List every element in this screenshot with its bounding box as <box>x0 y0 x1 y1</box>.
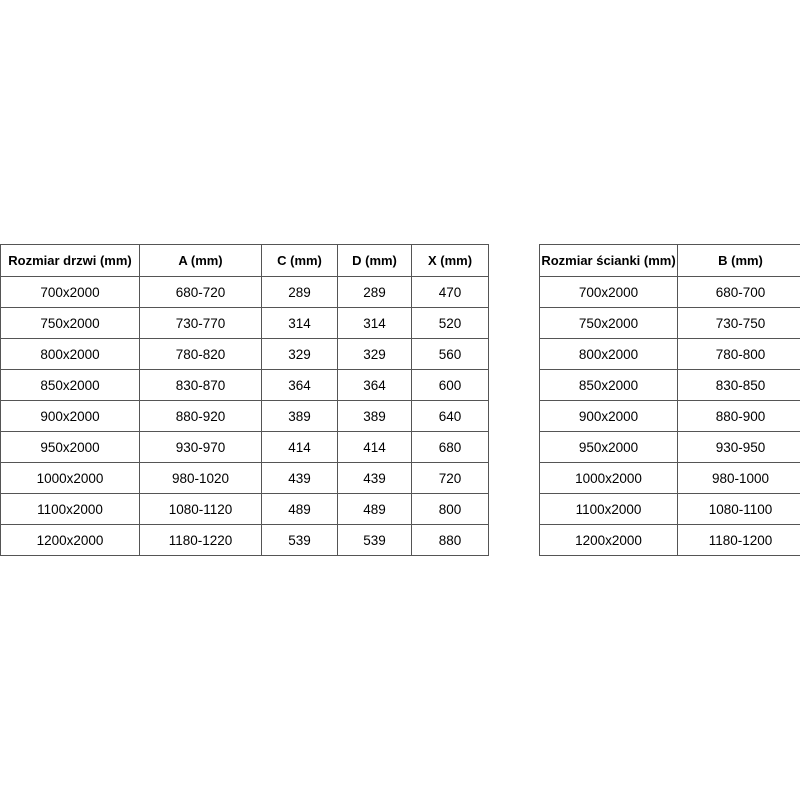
table-cell: 880 <box>411 524 489 556</box>
table-cell: 780-820 <box>139 338 262 370</box>
table-cell: 700x2000 <box>0 276 140 308</box>
table-row: 1100x2000 1080-1100 <box>539 493 800 525</box>
table-cell: 1100x2000 <box>539 493 678 525</box>
table-cell: 720 <box>411 462 489 494</box>
table-cell: 680 <box>411 431 489 463</box>
wall-size-table: Rozmiar ścianki (mm) B (mm) 700x2000 680-7… <box>539 244 800 556</box>
table-header-row: Rozmiar ścianki (mm) B (mm) <box>539 244 800 277</box>
table-cell: 414 <box>337 431 412 463</box>
table-row: 850x2000 830-870 364 364 600 <box>0 369 489 401</box>
table-cell: 830-870 <box>139 369 262 401</box>
table-cell: 489 <box>261 493 338 525</box>
table-cell: 730-750 <box>677 307 800 339</box>
table-row: 750x2000 730-770 314 314 520 <box>0 307 489 339</box>
column-header: C (mm) <box>261 244 338 277</box>
table-cell: 1200x2000 <box>0 524 140 556</box>
door-size-table: Rozmiar drzwi (mm) A (mm) C (mm) D (mm) X (m… <box>0 244 489 556</box>
table-row: 1100x2000 1080-1120 489 489 800 <box>0 493 489 525</box>
table-cell: 539 <box>337 524 412 556</box>
table-row: 900x2000 880-920 389 389 640 <box>0 400 489 432</box>
table-cell: 1180-1200 <box>677 524 800 556</box>
table-header-row: Rozmiar drzwi (mm) A (mm) C (mm) D (mm) X (m… <box>0 244 489 277</box>
table-cell: 950x2000 <box>539 431 678 463</box>
table-cell: 980-1020 <box>139 462 262 494</box>
table-row: 700x2000 680-700 <box>539 276 800 308</box>
table-cell: 1200x2000 <box>539 524 678 556</box>
table-row: 850x2000 830-850 <box>539 369 800 401</box>
table-row: 800x2000 780-820 329 329 560 <box>0 338 489 370</box>
table-cell: 439 <box>337 462 412 494</box>
table-cell: 880-900 <box>677 400 800 432</box>
table-cell: 880-920 <box>139 400 262 432</box>
table-cell: 520 <box>411 307 489 339</box>
table-cell: 389 <box>261 400 338 432</box>
table-cell: 364 <box>337 369 412 401</box>
table-cell: 850x2000 <box>539 369 678 401</box>
table-cell: 1000x2000 <box>539 462 678 494</box>
table-cell: 680-720 <box>139 276 262 308</box>
table-cell: 560 <box>411 338 489 370</box>
table-row: 900x2000 880-900 <box>539 400 800 432</box>
column-header: Rozmiar drzwi (mm) <box>0 244 140 277</box>
table-cell: 289 <box>261 276 338 308</box>
table-row: 1000x2000 980-1000 <box>539 462 800 494</box>
table-cell: 930-950 <box>677 431 800 463</box>
table-cell: 364 <box>261 369 338 401</box>
table-cell: 800 <box>411 493 489 525</box>
table-cell: 830-850 <box>677 369 800 401</box>
table-cell: 1000x2000 <box>0 462 140 494</box>
table-cell: 329 <box>337 338 412 370</box>
table-cell: 800x2000 <box>0 338 140 370</box>
table-cell: 1100x2000 <box>0 493 140 525</box>
table-cell: 329 <box>261 338 338 370</box>
table-cell: 470 <box>411 276 489 308</box>
table-row: 1000x2000 980-1020 439 439 720 <box>0 462 489 494</box>
table-cell: 600 <box>411 369 489 401</box>
table-cell: 780-800 <box>677 338 800 370</box>
table-cell: 539 <box>261 524 338 556</box>
table-cell: 1080-1100 <box>677 493 800 525</box>
table-cell: 800x2000 <box>539 338 678 370</box>
column-header: Rozmiar ścianki (mm) <box>539 244 678 277</box>
table-cell: 640 <box>411 400 489 432</box>
table-row: 1200x2000 1180-1220 539 539 880 <box>0 524 489 556</box>
table-cell: 950x2000 <box>0 431 140 463</box>
table-row: 950x2000 930-970 414 414 680 <box>0 431 489 463</box>
table-cell: 750x2000 <box>539 307 678 339</box>
table-row: 700x2000 680-720 289 289 470 <box>0 276 489 308</box>
table-cell: 680-700 <box>677 276 800 308</box>
table-cell: 1080-1120 <box>139 493 262 525</box>
table-cell: 414 <box>261 431 338 463</box>
table-cell: 900x2000 <box>539 400 678 432</box>
table-cell: 314 <box>261 307 338 339</box>
table-row: 950x2000 930-950 <box>539 431 800 463</box>
table-cell: 439 <box>261 462 338 494</box>
table-row: 1200x2000 1180-1200 <box>539 524 800 556</box>
table-cell: 314 <box>337 307 412 339</box>
table-cell: 489 <box>337 493 412 525</box>
column-header: B (mm) <box>677 244 800 277</box>
column-header: X (mm) <box>411 244 489 277</box>
table-cell: 850x2000 <box>0 369 140 401</box>
table-cell: 900x2000 <box>0 400 140 432</box>
column-header: D (mm) <box>337 244 412 277</box>
table-cell: 750x2000 <box>0 307 140 339</box>
table-cell: 389 <box>337 400 412 432</box>
table-cell: 980-1000 <box>677 462 800 494</box>
table-cell: 730-770 <box>139 307 262 339</box>
table-row: 800x2000 780-800 <box>539 338 800 370</box>
table-cell: 930-970 <box>139 431 262 463</box>
table-cell: 289 <box>337 276 412 308</box>
column-header: A (mm) <box>139 244 262 277</box>
table-cell: 1180-1220 <box>139 524 262 556</box>
table-cell: 700x2000 <box>539 276 678 308</box>
table-row: 750x2000 730-750 <box>539 307 800 339</box>
